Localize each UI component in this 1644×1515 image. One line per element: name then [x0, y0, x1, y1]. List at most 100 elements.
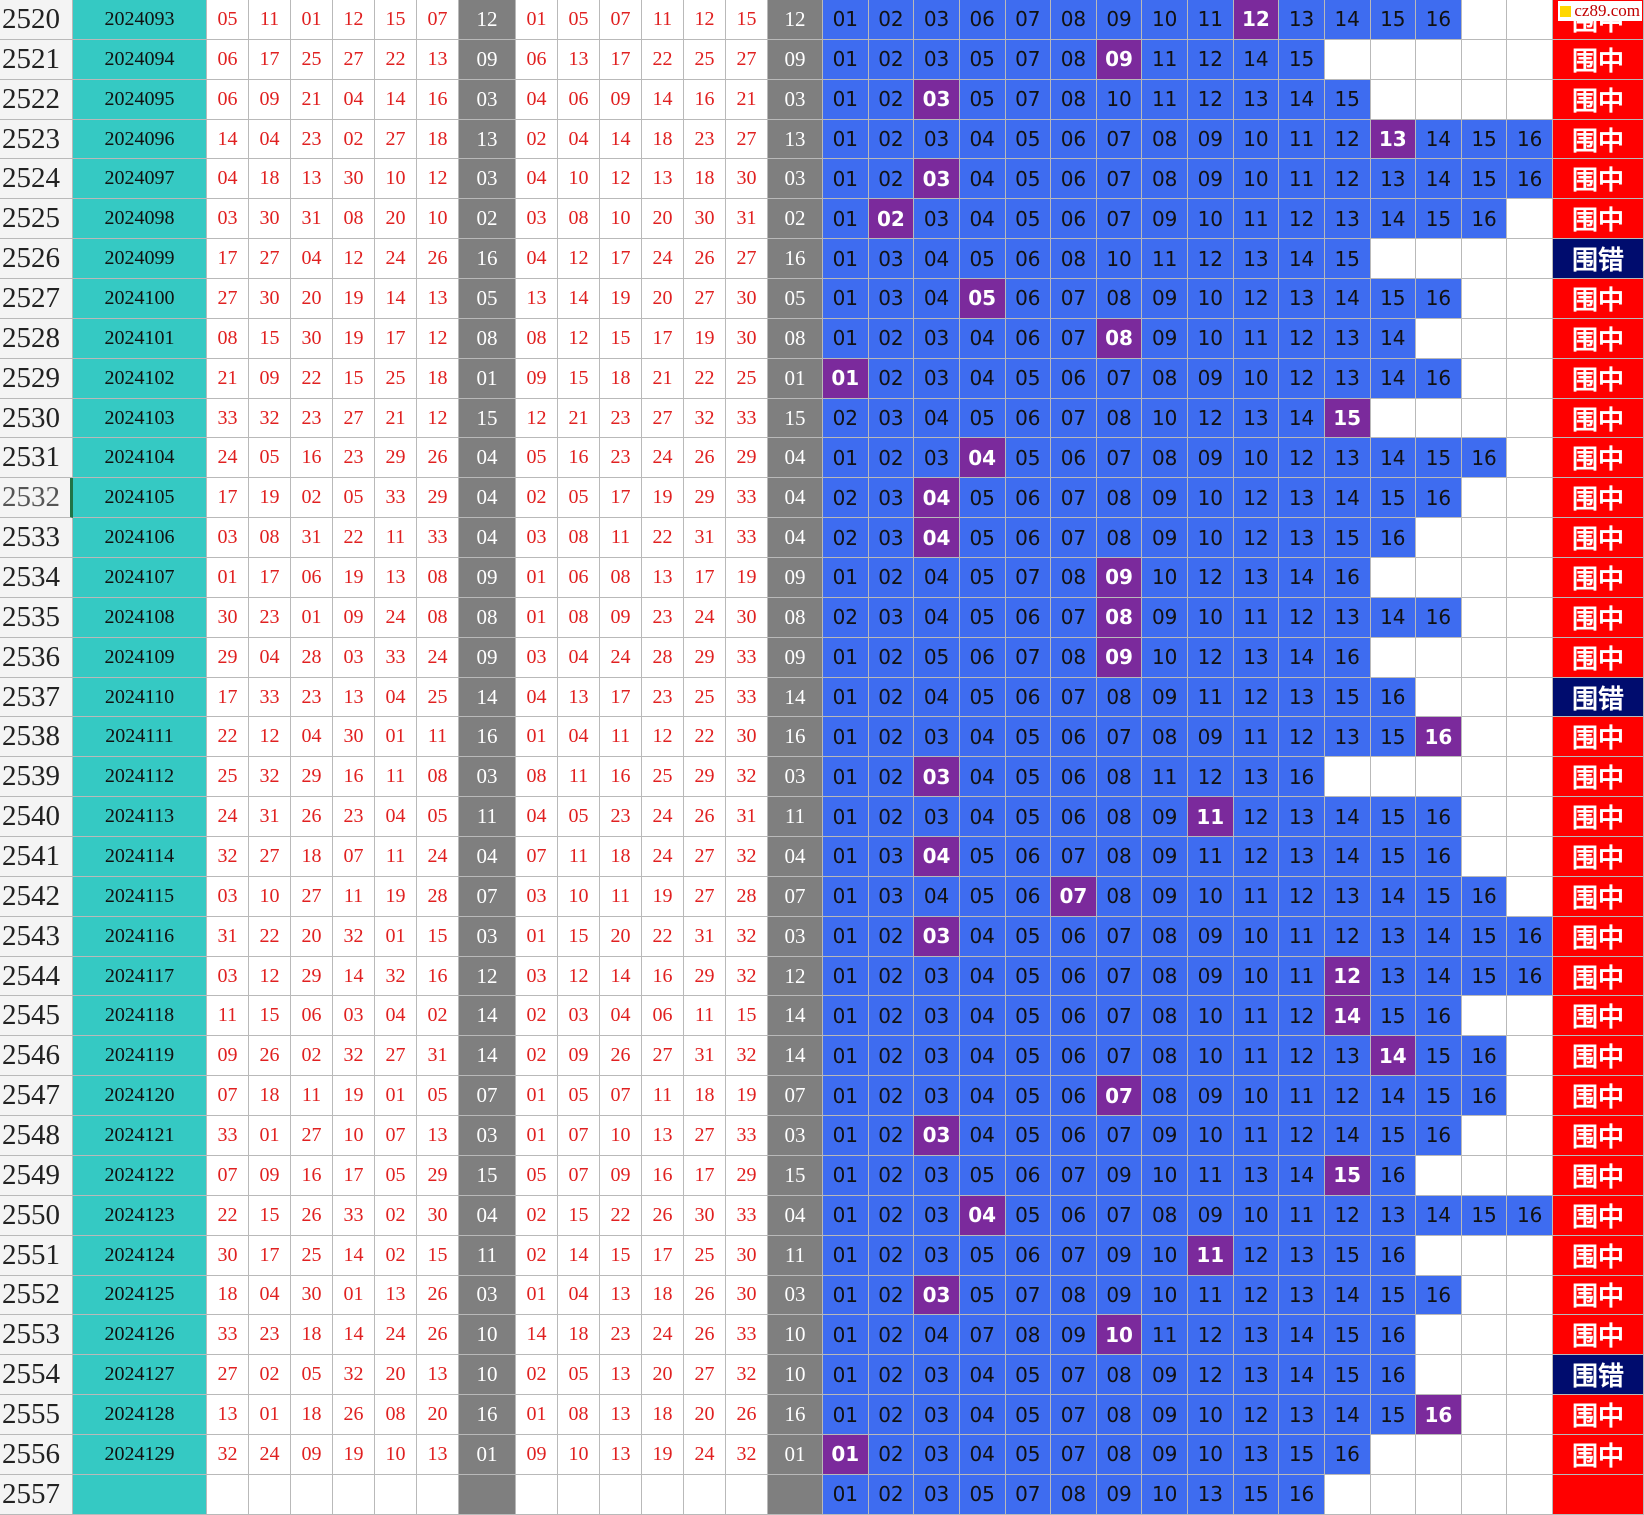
candidate-number: 13 [1279, 837, 1325, 877]
sorted-number: 27 [684, 1355, 726, 1396]
candidate-number: 15 [1324, 239, 1371, 280]
sorted-number: 13 [516, 279, 558, 319]
sorted-number: 18 [558, 1315, 600, 1356]
candidate-number: 09 [1096, 39, 1143, 80]
draw-number: 18 [207, 1275, 249, 1316]
key-number: 16 [768, 717, 823, 758]
draw-number: 06 [207, 79, 249, 120]
candidate-number: 06 [1051, 159, 1097, 200]
candidate-number: 04 [959, 438, 1006, 479]
draw-number [417, 1474, 459, 1515]
candidate-number: 10 [1188, 279, 1234, 319]
key-number: 12 [768, 0, 823, 40]
candidate-number: 04 [959, 717, 1006, 758]
key-number: 03 [459, 1275, 516, 1316]
candidate-number: 11 [1233, 1036, 1280, 1077]
draw-number: 17 [249, 558, 291, 598]
sorted-number: 04 [558, 717, 600, 758]
period: 2024111 [73, 717, 207, 758]
candidate-number: 09 [1096, 637, 1143, 678]
candidate-number: 12 [1233, 1235, 1280, 1276]
candidate-number: 09 [1051, 1315, 1097, 1356]
candidate-number: 05 [959, 239, 1006, 280]
candidate-number: 03 [914, 1076, 960, 1117]
candidate-number: 15 [1370, 478, 1417, 519]
draw-number: 29 [417, 1155, 459, 1196]
empty-cell [1370, 1434, 1417, 1475]
candidate-number: 15 [1461, 956, 1508, 997]
sorted-number: 06 [516, 39, 558, 80]
candidate-number: 11 [1233, 717, 1280, 758]
draw-number: 32 [207, 837, 249, 877]
candidate-number: 09 [1096, 0, 1143, 40]
sorted-number: 17 [600, 478, 642, 519]
sorted-number: 33 [726, 398, 768, 439]
draw-number: 13 [417, 1355, 459, 1396]
sorted-number: 16 [642, 956, 684, 997]
candidate-number: 16 [1507, 119, 1553, 160]
key-number: 14 [768, 1036, 823, 1077]
sorted-number: 29 [684, 757, 726, 798]
draw-number: 23 [249, 597, 291, 638]
sorted-number: 23 [600, 398, 642, 439]
candidate-number: 05 [1005, 199, 1052, 240]
sorted-number: 31 [684, 1036, 726, 1077]
candidate-number: 01 [823, 159, 869, 200]
sorted-number: 25 [684, 1235, 726, 1276]
candidate-number: 15 [1324, 79, 1371, 120]
empty-cell [1370, 1474, 1417, 1515]
candidate-number: 16 [1461, 876, 1508, 917]
candidate-number: 11 [1142, 1315, 1188, 1356]
key-number: 09 [459, 637, 516, 678]
period: 2024094 [73, 39, 207, 80]
candidate-number: 08 [1096, 1355, 1143, 1396]
sorted-number: 07 [600, 0, 642, 40]
draw-number: 11 [375, 757, 417, 798]
draw-number: 18 [417, 358, 459, 399]
sorted-number: 07 [558, 1155, 600, 1196]
candidate-number: 09 [1142, 1116, 1188, 1156]
sorted-number: 03 [516, 199, 558, 240]
candidate-number: 04 [959, 159, 1006, 200]
row-number: 2531 [0, 438, 73, 479]
sorted-number: 01 [516, 1076, 558, 1117]
candidate-number: 09 [1142, 199, 1188, 240]
row-number: 2524 [0, 159, 73, 200]
sorted-number: 09 [600, 597, 642, 638]
draw-number: 24 [249, 1434, 291, 1475]
candidate-number: 09 [1188, 1195, 1234, 1236]
sorted-number: 27 [642, 398, 684, 439]
candidate-number: 15 [1279, 39, 1325, 80]
row-number: 2544 [0, 956, 73, 997]
sorted-number: 13 [642, 159, 684, 200]
key-number: 07 [459, 876, 516, 917]
candidate-number: 07 [1096, 438, 1143, 479]
sorted-number: 11 [558, 837, 600, 877]
draw-number: 14 [375, 79, 417, 120]
draw-number: 31 [291, 199, 333, 240]
draw-number: 08 [375, 1395, 417, 1435]
draw-number: 32 [333, 1036, 375, 1077]
draw-number: 17 [375, 318, 417, 359]
sorted-number: 16 [684, 79, 726, 120]
candidate-number: 16 [1324, 558, 1371, 598]
candidate-number: 15 [1416, 1076, 1462, 1117]
candidate-number: 03 [914, 757, 960, 798]
candidate-number: 13 [1233, 1155, 1280, 1196]
candidate-number: 12 [1279, 876, 1325, 917]
draw-number: 04 [375, 996, 417, 1037]
sorted-number: 27 [684, 1116, 726, 1156]
key-number: 16 [768, 1395, 823, 1435]
draw-number: 13 [417, 279, 459, 319]
period: 2024096 [73, 119, 207, 160]
candidate-number: 03 [868, 518, 915, 559]
row-number: 2556 [0, 1434, 73, 1475]
draw-number: 02 [291, 478, 333, 519]
candidate-number: 01 [823, 1155, 869, 1196]
candidate-number: 01 [823, 637, 869, 678]
candidate-number: 11 [1188, 0, 1234, 40]
candidate-number: 03 [914, 1275, 960, 1316]
key-number: 01 [768, 1434, 823, 1475]
sorted-number: 27 [726, 119, 768, 160]
candidate-number: 08 [1142, 996, 1188, 1037]
